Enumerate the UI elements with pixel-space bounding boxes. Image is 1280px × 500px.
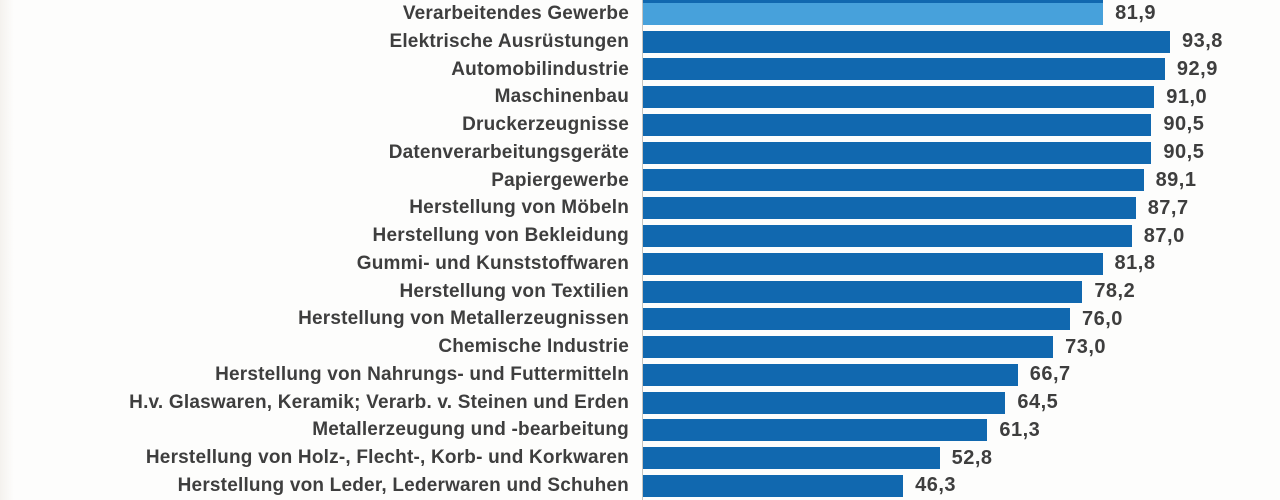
bar — [643, 197, 1136, 220]
value-label: 81,9 — [1115, 2, 1157, 25]
plot-area: 87,7 — [643, 194, 1280, 222]
bar — [643, 363, 1018, 386]
bar-row: Druckerzeugnisse 90,5 — [0, 111, 1280, 139]
plot-area: 66,7 — [643, 361, 1280, 389]
bar — [643, 447, 940, 470]
value-label: 87,7 — [1147, 196, 1189, 219]
plot-area: 73,0 — [643, 333, 1280, 361]
bar-row: Herstellung von Holz-, Flecht-, Korb- un… — [0, 444, 1280, 472]
category-label: Chemische Industrie — [438, 336, 629, 358]
bar-row: H.v. Glaswaren, Keramik; Verarb. v. Stei… — [0, 389, 1280, 417]
plot-area: 81,9 — [643, 0, 1280, 28]
bar-row: Elektrische Ausrüstungen 93,8 — [0, 28, 1280, 56]
plot-area: 90,5 — [643, 111, 1280, 139]
value-label: 78,2 — [1094, 280, 1136, 303]
plot-area: 61,3 — [643, 416, 1280, 444]
bar — [643, 474, 904, 497]
category-label: Herstellung von Holz-, Flecht-, Korb- un… — [145, 447, 629, 469]
bar — [643, 86, 1155, 109]
plot-area: 89,1 — [643, 167, 1280, 195]
plot-area: 76,0 — [643, 305, 1280, 333]
category-label: Verarbeitendes Gewerbe — [402, 3, 629, 24]
plot-area: 81,8 — [643, 250, 1280, 278]
category-label: H.v. Glaswaren, Keramik; Verarb. v. Stei… — [129, 391, 629, 413]
bar-row: Herstellung von Textilien 78,2 — [0, 278, 1280, 306]
value-label: 81,8 — [1114, 252, 1156, 275]
bar — [643, 336, 1054, 359]
bar — [643, 169, 1144, 192]
bar — [643, 141, 1152, 164]
category-label: Metallerzeugung und -bearbeitung — [312, 419, 629, 441]
cropped-bar-edge — [643, 0, 1104, 3]
bar-row: Gummi- und Kunststoffwaren 81,8 — [0, 250, 1280, 278]
plot-area: 87,0 — [643, 222, 1280, 250]
bar-row: Herstellung von Möbeln 87,7 — [0, 194, 1280, 222]
bar-row: Maschinenbau 91,0 — [0, 83, 1280, 111]
category-label: Herstellung von Leder, Lederwaren und Sc… — [177, 475, 629, 497]
value-label: 91,0 — [1166, 85, 1208, 108]
value-label: 90,5 — [1163, 113, 1205, 136]
category-label: Maschinenbau — [494, 86, 629, 108]
bar — [643, 252, 1103, 275]
bar — [643, 225, 1132, 247]
category-label: Herstellung von Bekleidung — [372, 225, 629, 247]
bar — [643, 30, 1170, 53]
category-label: Gummi- und Kunststoffwaren — [356, 252, 629, 274]
category-label: Automobilindustrie — [451, 58, 629, 80]
bar-row: Papiergewerbe 89,1 — [0, 167, 1280, 195]
category-label: Herstellung von Textilien — [399, 280, 629, 302]
category-label: Druckerzeugnisse — [462, 114, 629, 136]
category-label: Herstellung von Nahrungs- und Futtermitt… — [215, 363, 629, 385]
bar — [643, 419, 988, 442]
bar-row: Herstellung von Leder, Lederwaren und Sc… — [0, 472, 1280, 500]
plot-area: 93,8 — [643, 28, 1280, 56]
value-label: 90,5 — [1163, 141, 1205, 164]
bar-row: Verarbeitendes Gewerbe 81,9 — [0, 0, 1280, 28]
plot-area: 52,8 — [643, 444, 1280, 472]
bar-row: Herstellung von Bekleidung 87,0 — [0, 222, 1280, 250]
value-label: 89,1 — [1155, 168, 1197, 191]
plot-area: 64,5 — [643, 389, 1280, 417]
bar-row: Automobilindustrie 92,9 — [0, 56, 1280, 84]
bar-row: Herstellung von Metallerzeugnissen 76,0 — [0, 305, 1280, 333]
plot-area: 92,9 — [643, 56, 1280, 84]
value-label: 76,0 — [1081, 307, 1123, 330]
value-label: 87,0 — [1143, 224, 1185, 247]
value-label: 92,9 — [1176, 57, 1218, 80]
bar — [643, 391, 1006, 414]
plot-area: 78,2 — [643, 278, 1280, 306]
category-label: Papiergewerbe — [491, 169, 629, 191]
bar — [643, 58, 1165, 81]
bar-row: Datenverarbeitungsgeräte 90,5 — [0, 139, 1280, 167]
bar-row: Herstellung von Nahrungs- und Futtermitt… — [0, 361, 1280, 389]
plot-area: 90,5 — [643, 139, 1280, 167]
value-label: 46,3 — [915, 474, 957, 497]
bar — [643, 280, 1083, 303]
plot-area: 91,0 — [643, 83, 1280, 111]
category-label: Herstellung von Metallerzeugnissen — [298, 308, 629, 330]
category-label: Herstellung von Möbeln — [409, 197, 629, 219]
bar-highlighted — [643, 2, 1104, 25]
plot-area: 46,3 — [643, 472, 1280, 500]
bar-row: Chemische Industrie 73,0 — [0, 333, 1280, 361]
value-label: 93,8 — [1181, 30, 1223, 53]
y-axis-line — [642, 0, 643, 500]
bar-row: Metallerzeugung und -bearbeitung 61,3 — [0, 416, 1280, 444]
bar — [643, 308, 1070, 331]
category-label: Datenverarbeitungsgeräte — [388, 141, 629, 163]
category-label: Elektrische Ausrüstungen — [389, 30, 629, 52]
value-label: 73,0 — [1065, 335, 1107, 358]
value-label: 66,7 — [1029, 363, 1071, 386]
value-label: 52,8 — [951, 446, 993, 469]
value-label: 61,3 — [999, 418, 1041, 441]
bar — [643, 113, 1152, 136]
value-label: 64,5 — [1017, 391, 1059, 414]
